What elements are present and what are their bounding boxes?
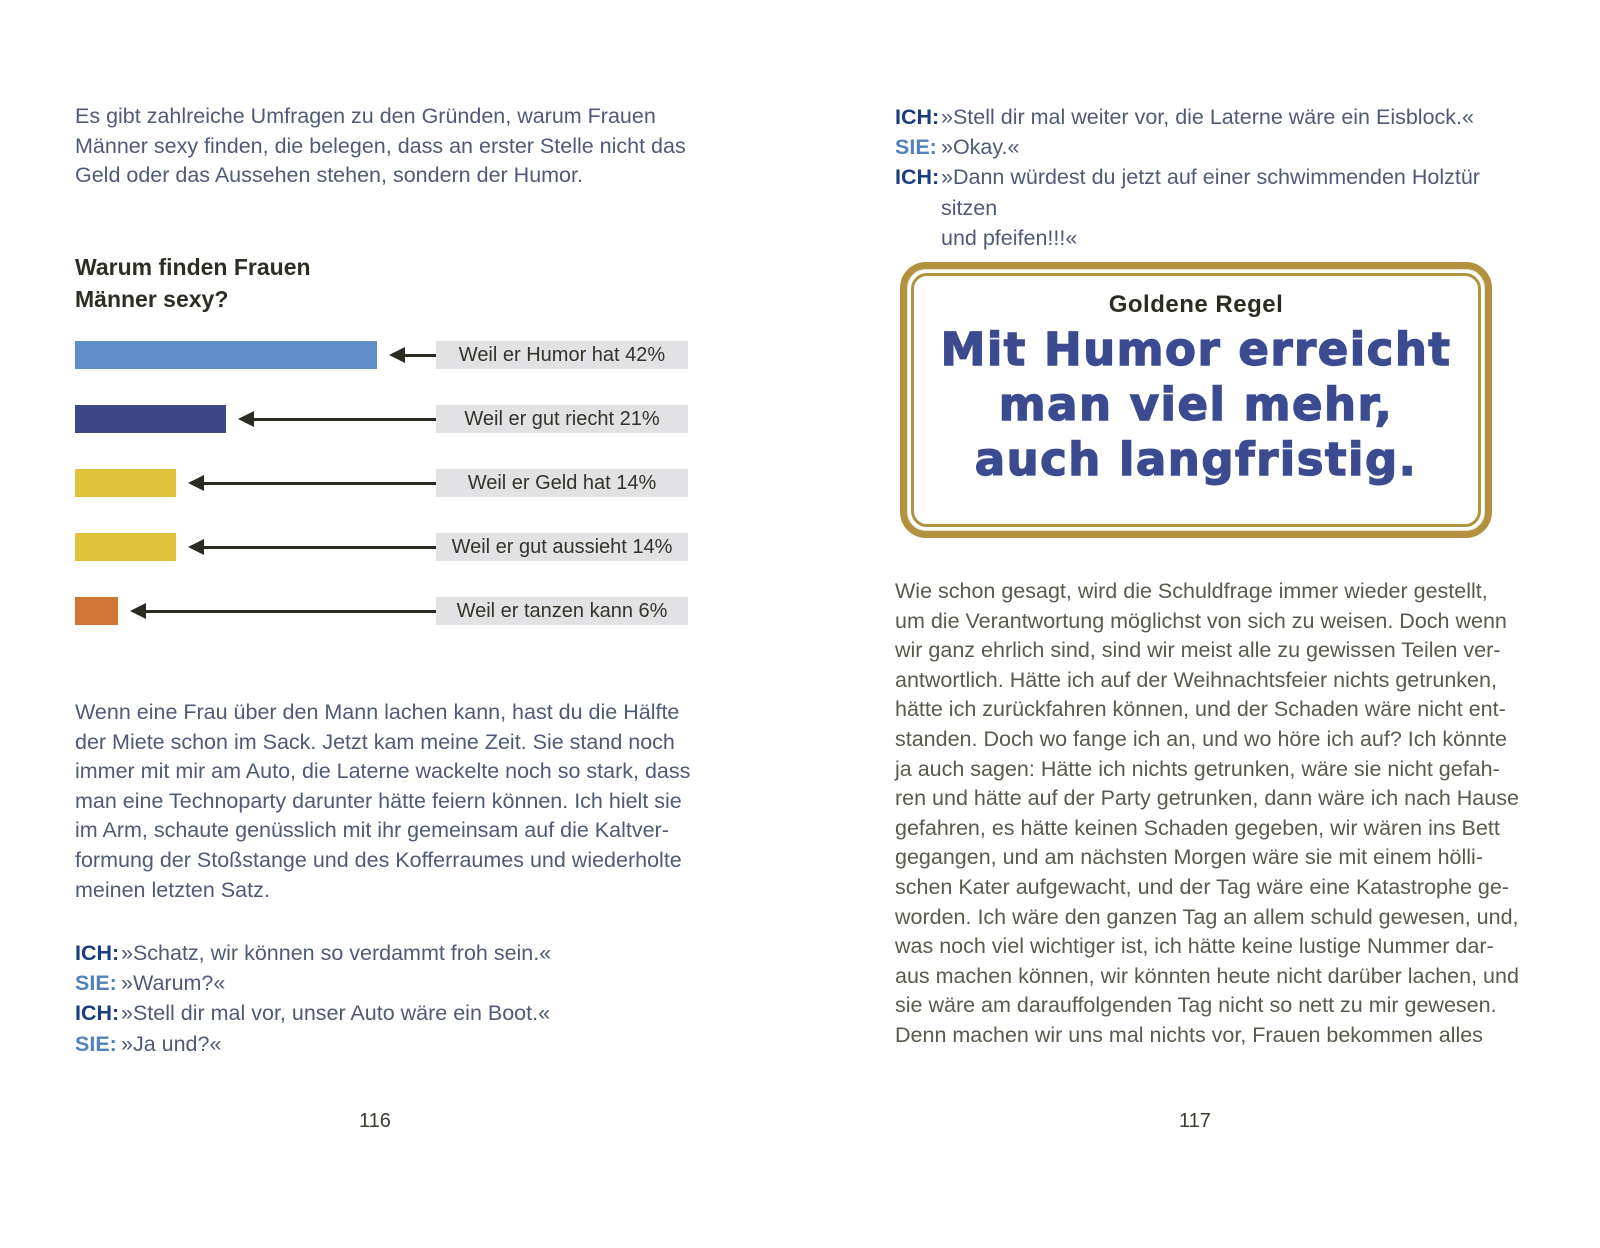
text-line: Mit Humor erreicht [940, 322, 1452, 376]
chart-row: Weil er gut riecht 21% [75, 405, 688, 433]
text-line: man viel mehr, [998, 377, 1394, 431]
chart-bar [75, 405, 226, 433]
text-line: der Miete schon im Sack. Jetzt kam meine… [75, 729, 675, 754]
text-line: Warum finden Frauen [75, 254, 311, 280]
chart-row: Weil er tanzen kann 6% [75, 597, 688, 625]
dialogue-line: »Stell dir mal vor, unser Auto wäre ein … [121, 1001, 551, 1026]
arrow-line [202, 546, 436, 549]
dialogue-line: »Schatz, wir können so verdammt froh sei… [121, 941, 552, 965]
text-line: Es gibt zahlreiche Umfragen zu den Gründ… [75, 104, 656, 128]
chart-bar-label: Weil er gut riecht 21% [436, 405, 688, 433]
dialogue-row: SIE: »Okay.« [895, 132, 1535, 162]
dialogue-quote: »Dann würdest du jetzt auf einer schwimm… [941, 162, 1535, 253]
arrow-head-icon [389, 347, 405, 363]
page-number-right: 117 [1179, 1110, 1211, 1132]
text-line: Geld oder das Aussehen stehen, sondern d… [75, 163, 583, 188]
right-page-paragraph: Wie schon gesagt, wird die Schuldfrage i… [895, 577, 1535, 1051]
dialogue-line: »Ja und?« [121, 1031, 222, 1056]
arrow-line [252, 418, 436, 421]
dialogue-speaker: SIE: [895, 135, 937, 160]
text-line: worden. Ich wäre den ganzen Tag an allem… [895, 904, 1519, 929]
chart-bar [75, 597, 118, 625]
text-line: gegangen, und am nächsten Morgen wäre si… [895, 845, 1483, 870]
arrow-head-icon [130, 603, 146, 619]
text-line: aus machen können, wir könnten heute nic… [895, 963, 1519, 988]
page-number-left: 116 [359, 1110, 391, 1132]
arrow-line [144, 610, 436, 613]
chart-bar [75, 533, 176, 561]
dialogue-speaker: ICH: [75, 941, 120, 965]
text-line: immer mit mir am Auto, die Laterne wacke… [75, 759, 691, 784]
dialogue-quote: »Warum?« [121, 968, 705, 998]
dialogue-speaker: SIE: [75, 971, 117, 996]
text-line: auch langfristig. [974, 432, 1418, 486]
dialogue-quote: »Schatz, wir können so verdammt froh sei… [121, 938, 705, 968]
text-line: Denn machen wir uns mal nichts vor, Frau… [895, 1022, 1483, 1047]
chart-bar-label: Weil er tanzen kann 6% [436, 597, 688, 625]
arrow-line [202, 482, 436, 485]
arrow-line [403, 354, 436, 357]
text-line: hätte ich zurückfahren können, und der S… [895, 697, 1506, 722]
chart-title: Warum finden Frauen Männer sexy? [75, 251, 311, 315]
chart-row: Weil er gut aussieht 14% [75, 533, 688, 561]
text-line: Männer sexy finden, die belegen, dass an… [75, 133, 686, 158]
chart-bar-label: Weil er Humor hat 42% [436, 341, 688, 369]
dialogue-quote: »Okay.« [941, 132, 1535, 162]
chart-row: Weil er Humor hat 42% [75, 341, 688, 369]
text-line: antwortlich. Hätte ich auf der Weihnacht… [895, 667, 1497, 692]
text-line: gefahren, es hätte keinen Schaden gegebe… [895, 815, 1500, 840]
text-line: Männer sexy? [75, 286, 229, 312]
golden-rule-stamp-box: Goldene Regel Mit Humor erreicht man viel… [900, 262, 1492, 538]
dialogue-line: »Warum?« [121, 971, 226, 996]
bar-chart: Weil er Humor hat 42% Weil er gut riecht … [75, 341, 688, 661]
golden-rule-heading: Goldene Regel [1108, 291, 1284, 318]
dialogue-speaker: SIE: [75, 1031, 117, 1056]
dialogue-line: »Stell dir mal weiter vor, die Laterne w… [941, 105, 1474, 129]
chart-bar-label: Weil er gut aussieht 14% [436, 533, 688, 561]
dialogue-row: SIE: »Warum?« [75, 968, 705, 998]
dialogue-quote: »Stell dir mal weiter vor, die Laterne w… [941, 102, 1535, 132]
text-line: man eine Technoparty darunter hätte feie… [75, 788, 682, 813]
dialogue-row: SIE: »Ja und?« [75, 1029, 705, 1059]
left-page-dialogue: ICH: »Schatz, wir können so verdammt froh… [75, 938, 705, 1059]
left-page-paragraph: Wenn eine Frau über den Mann lachen kann… [75, 698, 715, 905]
text-line: meinen letzten Satz. [75, 877, 270, 902]
golden-rule-inner-frame: Goldene Regel Mit Humor erreicht man viel… [911, 273, 1481, 527]
dialogue-line: »Okay.« [941, 135, 1020, 160]
arrow-head-icon [188, 539, 204, 555]
chart-bar [75, 341, 377, 369]
chart-bar-label: Weil er Geld hat 14% [436, 469, 688, 497]
text-line: ja auch sagen: Hätte ich nichts getrunke… [895, 756, 1500, 781]
text-line: ren und hätte auf der Party getrunken, d… [895, 786, 1519, 811]
dialogue-row: ICH: »Stell dir mal weiter vor, die Later… [895, 102, 1535, 132]
text-line: was noch viel wichtiger ist, ich hätte k… [895, 934, 1494, 959]
left-page-intro-paragraph: Es gibt zahlreiche Umfragen zu den Gründ… [75, 102, 705, 191]
dialogue-speaker: ICH: [895, 165, 940, 190]
text-line: im Arm, schaute genüsslich mit ihr gemei… [75, 818, 669, 843]
text-line: formung der Stoßstange und des Kofferrau… [75, 847, 682, 872]
dialogue-speaker: ICH: [75, 1001, 120, 1026]
text-line: wir ganz ehrlich sind, sind wir meist al… [895, 638, 1501, 663]
golden-rule-text: Mit Humor erreicht man viel mehr, auch lan… [914, 322, 1478, 487]
dialogue-row: ICH: »Stell dir mal vor, unser Auto wäre … [75, 998, 705, 1028]
dialogue-quote: »Ja und?« [121, 1029, 705, 1059]
chart-bar [75, 469, 176, 497]
dialogue-speaker: ICH: [895, 105, 940, 129]
dialogue-quote: »Stell dir mal vor, unser Auto wäre ein … [121, 998, 705, 1028]
right-page-dialogue: ICH: »Stell dir mal weiter vor, die Later… [895, 102, 1535, 253]
arrow-head-icon [238, 411, 254, 427]
text-line: schen Kater aufgewacht, und der Tag wäre… [895, 874, 1509, 899]
dialogue-row: ICH: »Dann würdest du jetzt auf einer sch… [895, 162, 1535, 253]
text-line: Wenn eine Frau über den Mann lachen kann… [75, 700, 680, 724]
dialogue-line: »Dann würdest du jetzt auf einer schwimm… [941, 165, 1480, 220]
text-line: standen. Doch wo fange ich an, und wo hö… [895, 726, 1507, 751]
chart-row: Weil er Geld hat 14% [75, 469, 688, 497]
arrow-head-icon [188, 475, 204, 491]
dialogue-row: ICH: »Schatz, wir können so verdammt froh… [75, 938, 705, 968]
text-line: um die Verantwortung möglichst von sich … [895, 608, 1507, 633]
dialogue-line: und pfeifen!!!« [941, 225, 1078, 250]
text-line: Wie schon gesagt, wird die Schuldfrage i… [895, 579, 1488, 603]
text-line: sie wäre am darauffolgenden Tag nicht so… [895, 993, 1497, 1018]
